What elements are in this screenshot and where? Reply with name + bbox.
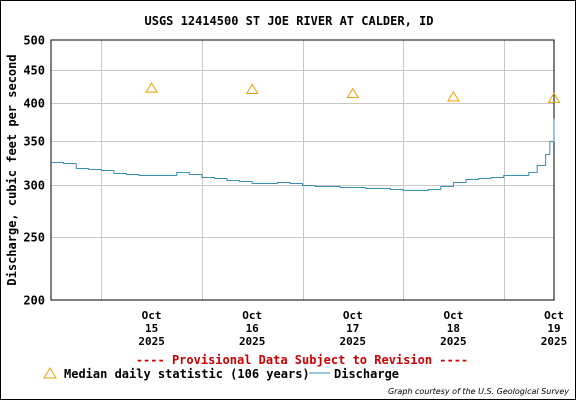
median-marker (447, 91, 460, 102)
x-tick-label: 2025 (340, 335, 367, 348)
x-tick-label: 2025 (239, 335, 266, 348)
credit-text: Graph courtesy of the U.S. Geological Su… (388, 387, 569, 396)
median-marker (145, 82, 158, 93)
x-tick-label: Oct (343, 309, 363, 322)
provisional-notice: ---- Provisional Data Subject to Revisio… (136, 353, 468, 367)
x-tick-label: 16 (246, 322, 260, 335)
x-tick-label: 2025 (541, 335, 568, 348)
median-marker (547, 92, 561, 103)
x-tick-label: 19 (547, 322, 560, 335)
discharge-line (51, 118, 555, 191)
x-tick-label: Oct (242, 309, 262, 322)
median-marker (245, 83, 259, 94)
y-axis-label: Discharge, cubic feet per second (5, 54, 19, 285)
x-tick-label: Oct (142, 309, 162, 322)
plot-frame (50, 39, 555, 301)
y-tick-label: 250 (23, 231, 45, 245)
legend-median-label: Median daily statistic (106 years) (64, 367, 310, 381)
x-tick-label: Oct (544, 309, 564, 322)
legend-median-marker-icon (43, 367, 57, 379)
chart-title: USGS 12414500 ST JOE RIVER AT CALDER, ID (145, 14, 434, 28)
x-tick-label: 18 (447, 322, 460, 335)
legend-discharge-label: Discharge (334, 367, 399, 381)
x-tick-label: 2025 (138, 335, 165, 348)
x-tick-label: Oct (443, 309, 463, 322)
y-tick-label: 400 (23, 97, 45, 111)
series-layer (51, 82, 561, 191)
y-axis-ticks: 200 250 300 350 400 450 500 (23, 34, 45, 308)
x-tick-label: 2025 (440, 335, 467, 348)
y-tick-label: 450 (23, 64, 45, 78)
grid-layer (51, 40, 554, 300)
x-axis-ticks: Oct152025Oct162025Oct172025Oct182025Oct1… (138, 309, 567, 348)
y-tick-label: 300 (23, 179, 45, 193)
y-tick-label: 200 (23, 294, 45, 308)
x-tick-label: 17 (346, 322, 359, 335)
legend: Median daily statistic (106 years) Disch… (43, 367, 399, 381)
y-tick-label: 350 (23, 135, 45, 149)
x-tick-label: 15 (145, 322, 158, 335)
y-tick-label: 500 (23, 34, 45, 48)
median-marker (346, 87, 360, 99)
